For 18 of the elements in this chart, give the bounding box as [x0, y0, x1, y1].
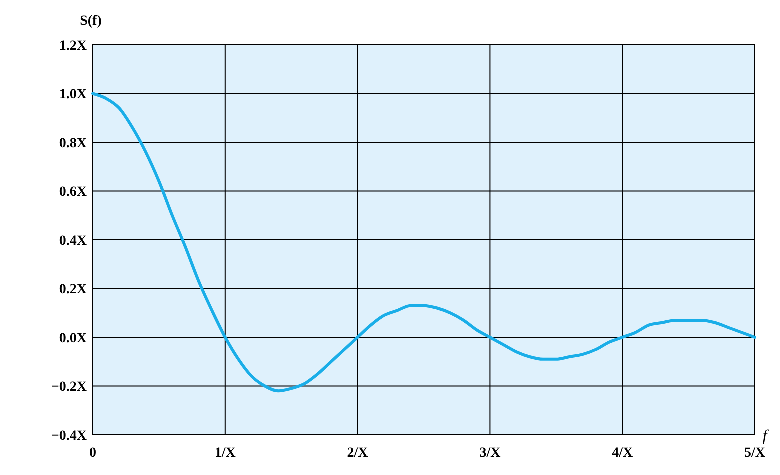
- x-tick-label: 2/X: [347, 446, 368, 461]
- y-tick-label: 0.2X: [59, 282, 87, 298]
- x-tick-label: 0: [90, 446, 96, 461]
- y-tick-label: 1.0X: [59, 88, 87, 103]
- y-tick-label: 0.0X: [59, 331, 87, 346]
- x-axis-title: f: [762, 428, 770, 445]
- x-tick-label: 1/X: [214, 446, 236, 461]
- y-tick-label: 0.6X: [59, 185, 87, 200]
- y-tick-label: 0.4X: [59, 234, 87, 249]
- line-series: [92, 92, 756, 393]
- y-tick-label: 0.8X: [59, 136, 87, 152]
- y-tick-label: 1.2X: [59, 38, 87, 54]
- y-axis-title: S(f): [80, 14, 102, 29]
- y-tick-label: −0.4X: [51, 428, 87, 444]
- x-tick-label: 3/X: [480, 446, 501, 461]
- y-tick-label: −0.2X: [51, 380, 87, 396]
- x-tick-label: 5/X: [744, 446, 766, 461]
- x-tick-label: 4/X: [612, 446, 634, 461]
